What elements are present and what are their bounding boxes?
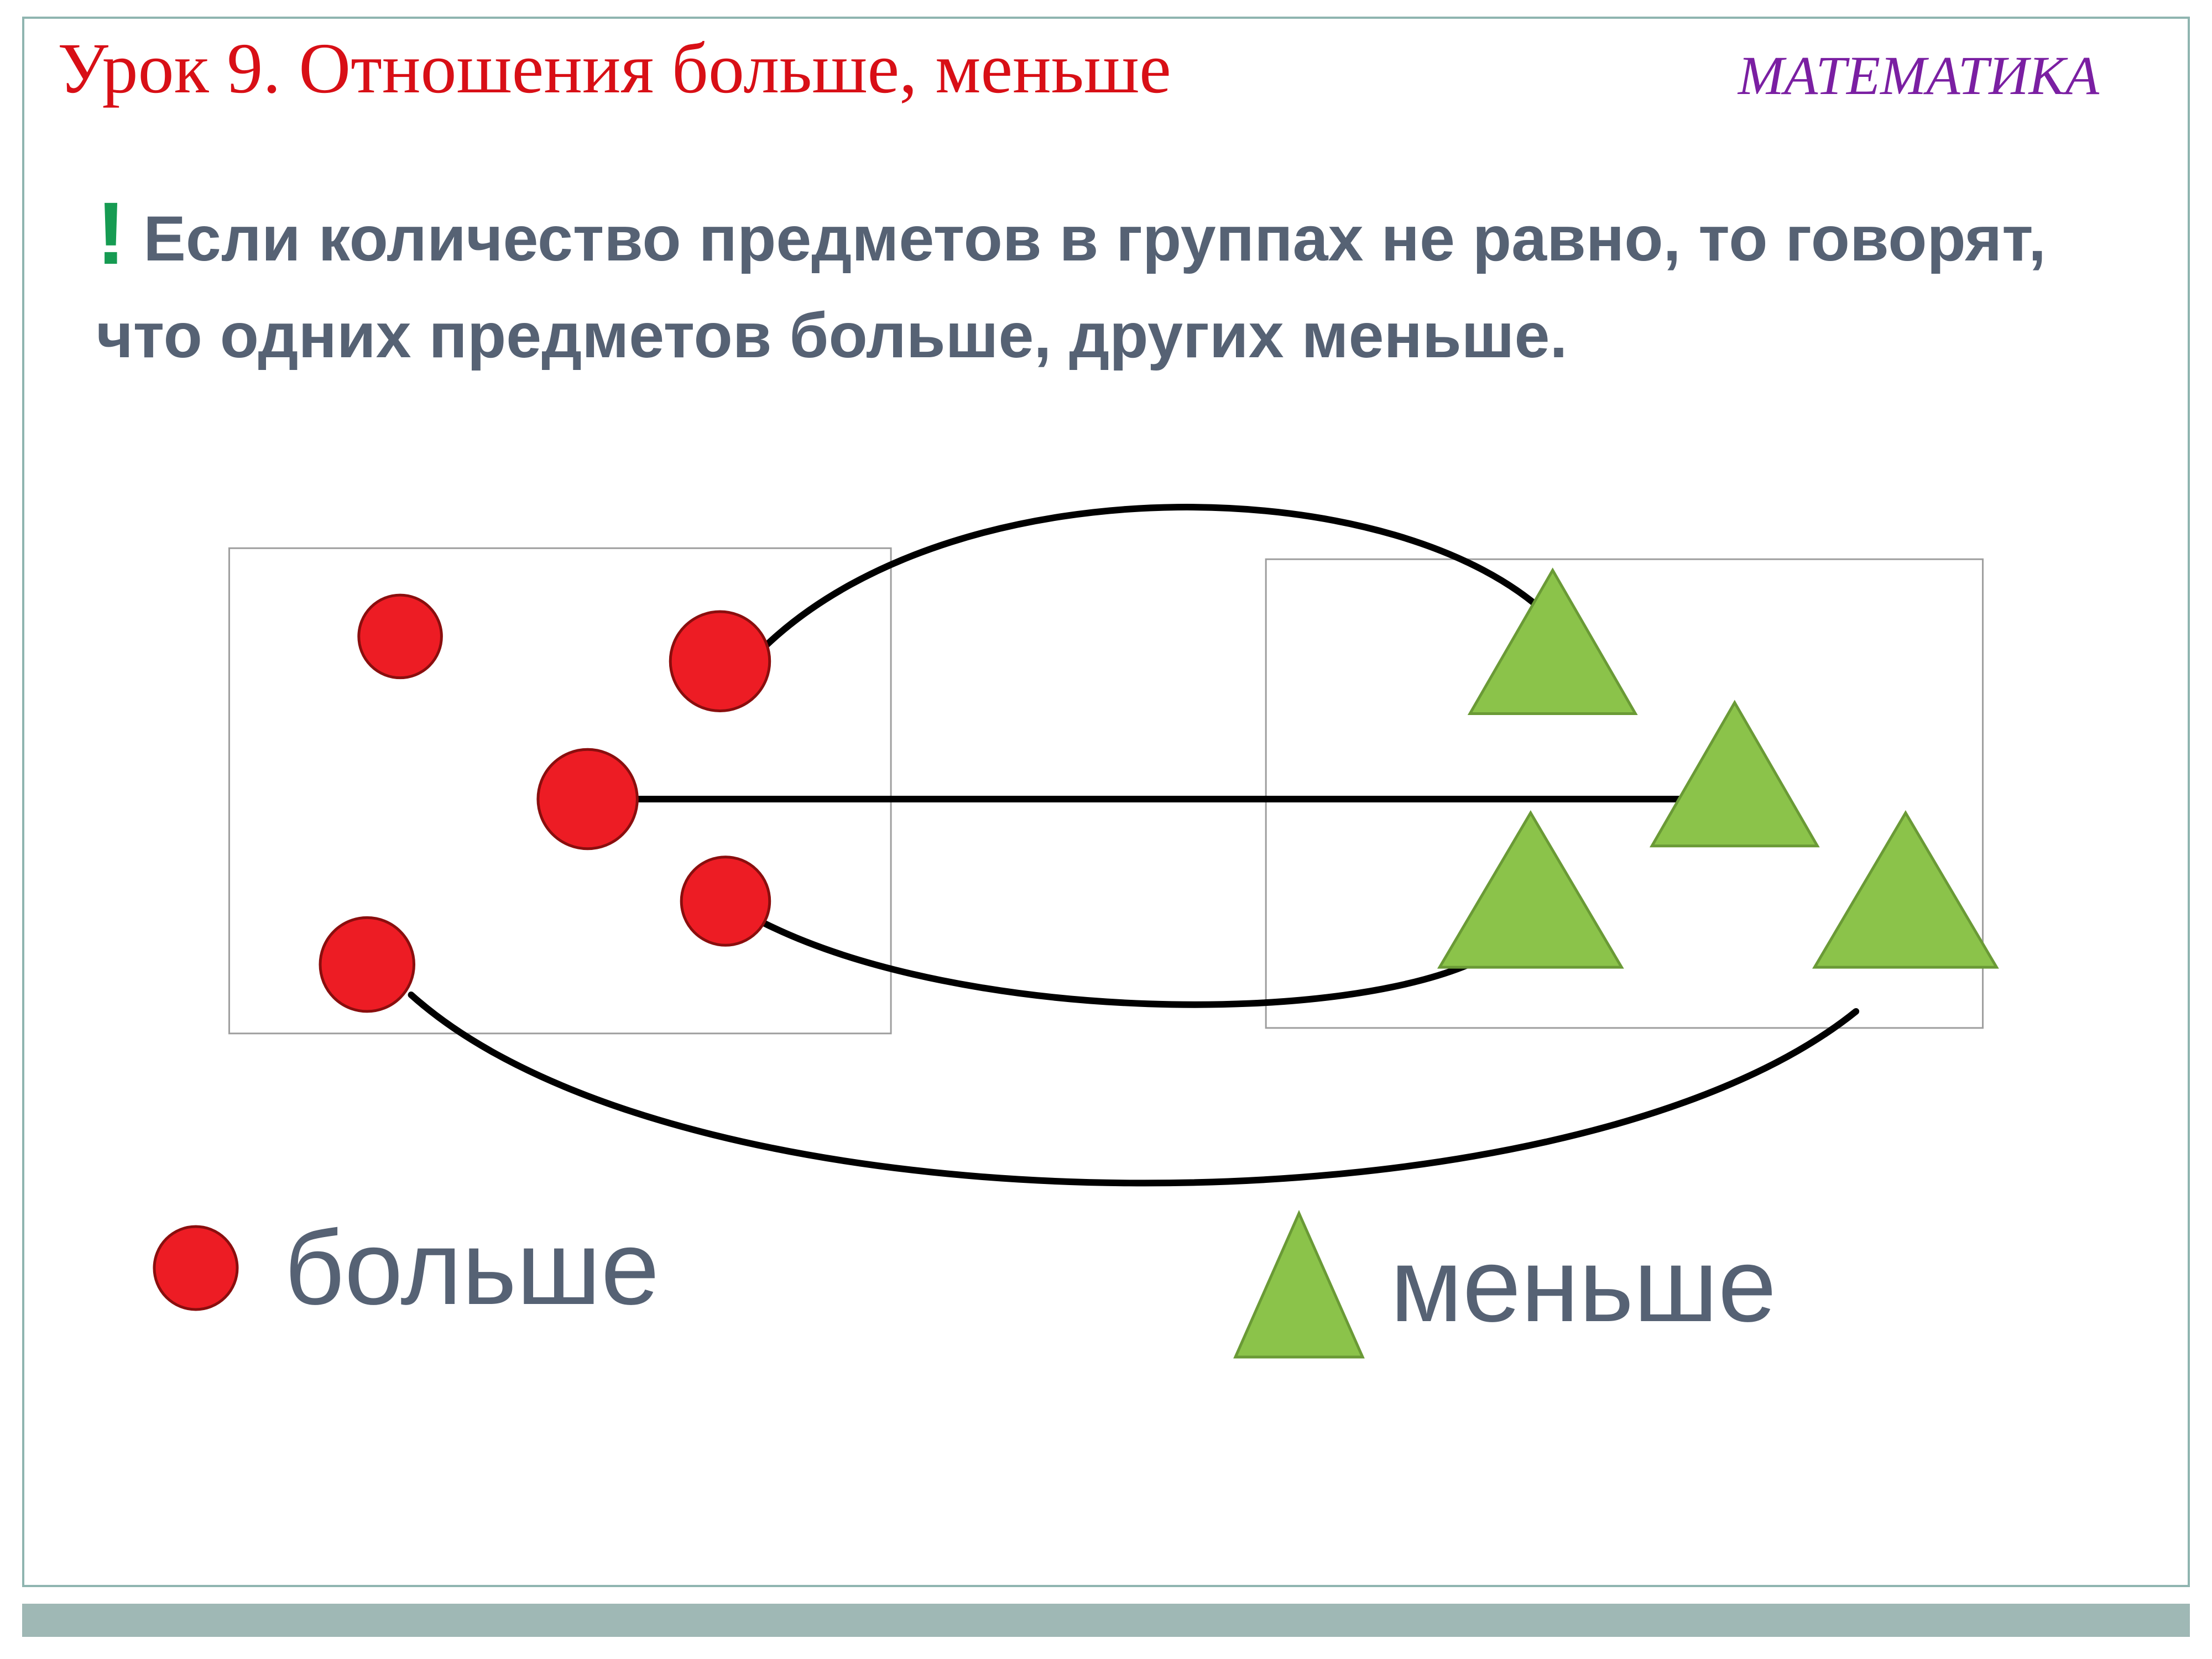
slide-frame: Урок 9. Отношения больше, меньше МАТЕМАТ… bbox=[22, 17, 2190, 1587]
connection-arc bbox=[411, 995, 1856, 1183]
red-circle bbox=[538, 749, 637, 848]
legend-more: больше bbox=[152, 1208, 659, 1328]
legend-less: меньше bbox=[1230, 1208, 1776, 1363]
green-triangle bbox=[1470, 570, 1635, 713]
green-triangle bbox=[1814, 813, 1996, 967]
triangle-icon bbox=[1230, 1208, 1368, 1363]
connection-arc bbox=[764, 923, 1486, 1004]
red-circle bbox=[670, 612, 769, 711]
green-triangle bbox=[1652, 703, 1817, 846]
connection-arc bbox=[767, 507, 1553, 645]
red-circle bbox=[320, 917, 414, 1011]
green-triangle bbox=[1439, 813, 1621, 967]
red-circle bbox=[681, 857, 770, 946]
comparison-diagram bbox=[24, 19, 2188, 1585]
footer-bar bbox=[22, 1604, 2190, 1637]
legend-less-label: меньше bbox=[1390, 1225, 1776, 1345]
legend-more-label: больше bbox=[284, 1208, 659, 1328]
circle-icon bbox=[152, 1224, 240, 1312]
red-circle bbox=[359, 595, 442, 678]
